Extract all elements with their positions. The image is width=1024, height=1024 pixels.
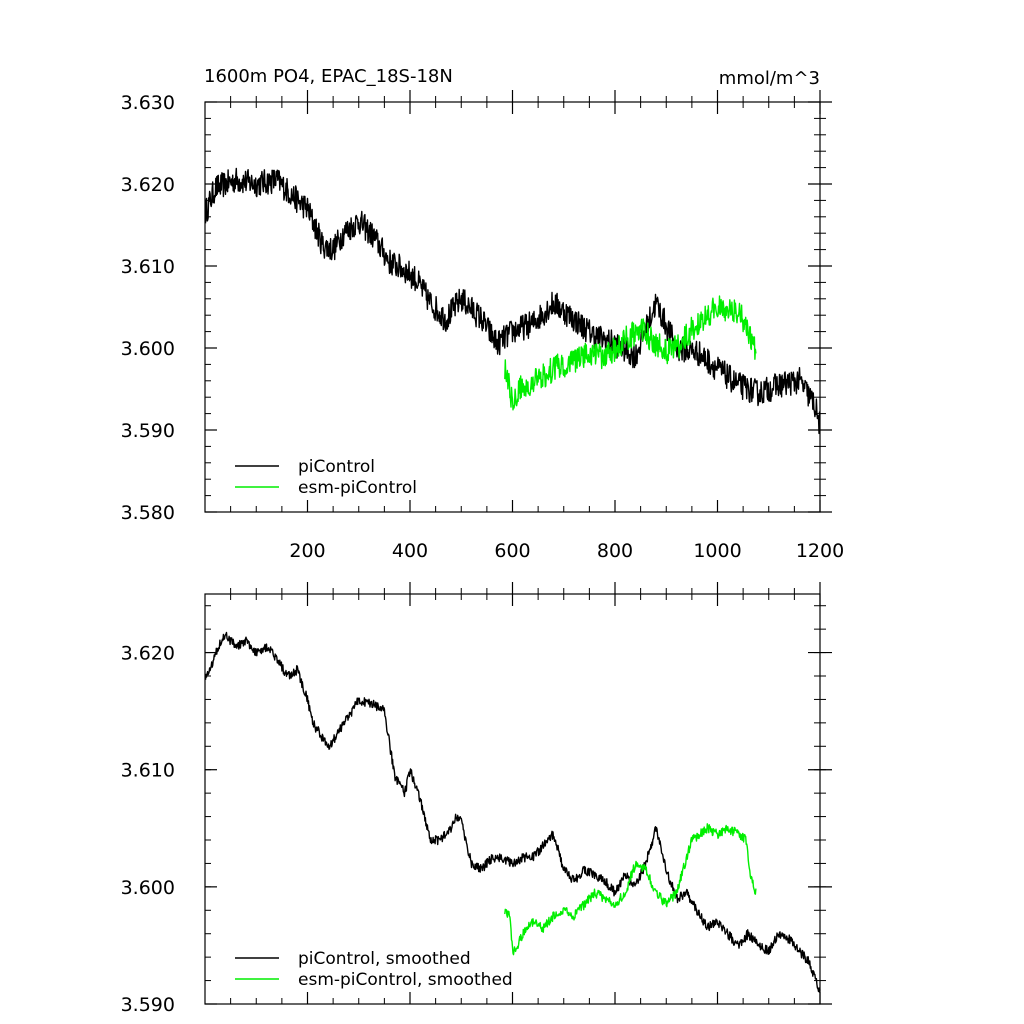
x-tick-label: 1200 — [796, 540, 844, 562]
y-tick-label: 3.590 — [121, 420, 175, 442]
legend-label: piControl — [298, 457, 375, 477]
y-tick-label: 3.610 — [121, 760, 175, 782]
y-tick-label: 3.610 — [121, 256, 175, 278]
x-tick-label: 200 — [289, 540, 325, 562]
x-tick-label: 800 — [597, 540, 633, 562]
y-tick-label: 3.620 — [121, 643, 175, 665]
y-tick-label: 3.600 — [121, 877, 175, 899]
top-panel: 1600m PO4, EPAC_18S-18N mmol/m^3 3.580 3.… — [121, 66, 845, 562]
x-tick-label: 400 — [392, 540, 428, 562]
bottom-panel: 3.590 3.600 3.610 3.620 piControl, smoothede… — [121, 582, 832, 1016]
series-line-esm-picontrol-smoothed — [504, 823, 757, 956]
y-tick-label: 3.630 — [121, 92, 175, 114]
y-tick-label: 3.620 — [121, 174, 175, 196]
chart-title: 1600m PO4, EPAC_18S-18N — [204, 66, 453, 87]
x-tick-label: 1000 — [693, 540, 741, 562]
legend-label: piControl, smoothed — [298, 949, 471, 969]
x-tick-label: 600 — [494, 540, 530, 562]
y-tick-label: 3.590 — [121, 994, 175, 1016]
series-line-esm-picontrol — [504, 295, 757, 411]
units-label: mmol/m^3 — [719, 68, 820, 89]
series-line-picontrol-smoothed — [204, 631, 821, 993]
y-tick-label: 3.600 — [121, 338, 175, 360]
y-tick-label: 3.580 — [121, 502, 175, 524]
series-line-picontrol — [204, 167, 821, 435]
legend-label: esm-piControl, smoothed — [298, 970, 513, 990]
legend-label: esm-piControl — [298, 478, 417, 498]
